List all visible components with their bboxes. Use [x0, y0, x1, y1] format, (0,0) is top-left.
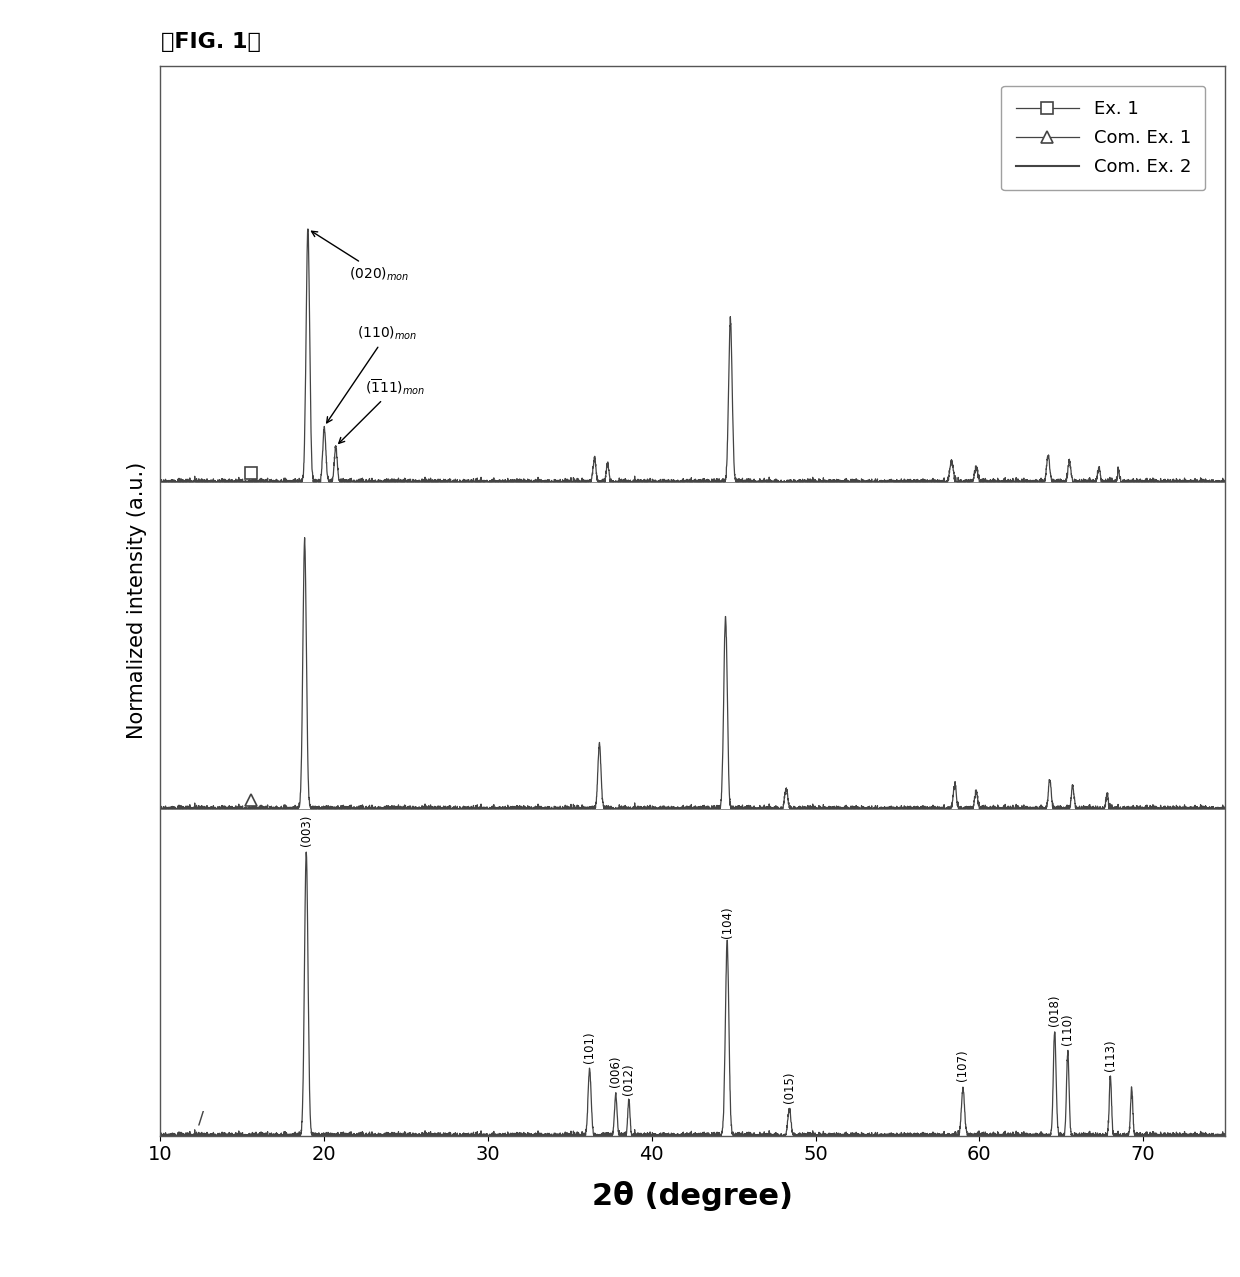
Text: (003): (003): [300, 815, 312, 847]
Text: (107): (107): [956, 1050, 970, 1082]
Legend: Ex. 1, Com. Ex. 1, Com. Ex. 2: Ex. 1, Com. Ex. 1, Com. Ex. 2: [1002, 86, 1205, 190]
Text: (018): (018): [1048, 995, 1061, 1025]
Text: 【FIG. 1】: 【FIG. 1】: [161, 32, 262, 52]
Text: (006): (006): [609, 1055, 622, 1087]
Text: (113): (113): [1104, 1039, 1117, 1071]
Text: $(020)_{mon}$: $(020)_{mon}$: [311, 231, 409, 282]
Text: (015): (015): [782, 1071, 796, 1103]
Y-axis label: Normalized intensity (a.u.): Normalized intensity (a.u.): [126, 462, 146, 739]
Text: $(110)_{mon}$: $(110)_{mon}$: [326, 324, 418, 423]
Text: /: /: [198, 1110, 205, 1128]
X-axis label: 2θ (degree): 2θ (degree): [593, 1181, 794, 1211]
Text: (104): (104): [720, 907, 734, 939]
Text: (110): (110): [1061, 1014, 1074, 1045]
Text: (101): (101): [583, 1032, 596, 1064]
Text: $(\overline{1}11)_{mon}$: $(\overline{1}11)_{mon}$: [339, 377, 425, 443]
Text: (012): (012): [622, 1064, 635, 1094]
